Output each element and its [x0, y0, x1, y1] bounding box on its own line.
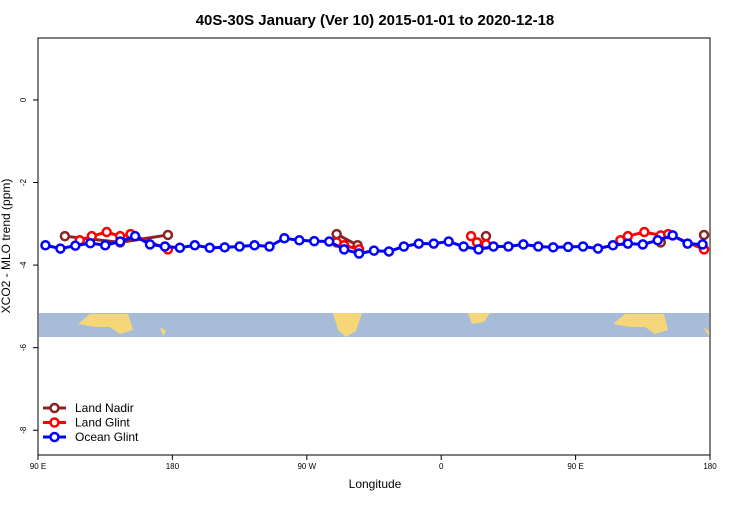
data-point	[682, 238, 693, 249]
data-point	[488, 241, 499, 252]
x-tick-label: 90 E	[30, 462, 46, 471]
data-point	[174, 242, 186, 253]
data-point	[698, 229, 710, 241]
data-point	[547, 242, 559, 253]
data-point	[562, 241, 574, 253]
data-point	[101, 226, 112, 238]
map-strip	[39, 313, 709, 337]
data-point	[383, 246, 395, 257]
data-point	[639, 226, 650, 238]
data-point	[234, 241, 245, 252]
data-point	[144, 239, 156, 250]
data-point	[607, 240, 619, 251]
legend-swatch-point	[49, 417, 60, 428]
x-tick-label: 90 W	[297, 462, 316, 471]
chart-title: 40S-30S January (Ver 10) 2015-01-01 to 2…	[196, 12, 555, 29]
data-point	[533, 241, 544, 252]
data-point	[323, 236, 335, 247]
y-axis-label: XCO2 - MLO trend (ppm)	[0, 179, 13, 314]
data-point	[162, 229, 174, 241]
data-point	[59, 230, 71, 242]
data-point	[159, 241, 171, 252]
data-point	[652, 235, 663, 246]
data-point	[353, 248, 365, 259]
legend-swatch-point	[49, 431, 60, 443]
x-axis-label: Longitude	[349, 477, 402, 491]
data-point	[279, 232, 290, 244]
data-point	[398, 241, 410, 252]
data-point	[577, 241, 589, 252]
data-point	[503, 241, 514, 252]
x-tick-label: 180	[703, 462, 717, 471]
data-point	[40, 240, 51, 251]
data-point	[518, 239, 529, 250]
data-point	[85, 237, 96, 249]
plot-frame	[37, 37, 711, 456]
data-point	[637, 239, 649, 250]
data-point	[368, 245, 380, 256]
data-point	[480, 230, 492, 242]
data-point	[55, 243, 66, 254]
data-point	[129, 230, 141, 242]
data-point	[99, 240, 111, 251]
y-tick-label: -2	[19, 178, 28, 186]
data-point	[428, 238, 439, 249]
data-point	[294, 235, 305, 246]
data-point	[622, 238, 634, 249]
data-point	[592, 243, 604, 254]
data-point	[465, 230, 477, 242]
x-tick-label: 180	[166, 462, 180, 471]
data-point	[458, 241, 469, 252]
legend-label: Land Nadir	[75, 401, 134, 415]
data-point	[667, 230, 678, 241]
data-point	[338, 244, 350, 255]
legend-swatch-point	[49, 402, 60, 414]
y-tick-label: -4	[19, 261, 28, 269]
data-point	[413, 238, 425, 249]
x-tick-label: 90 E	[567, 462, 583, 471]
y-tick-label: -6	[19, 344, 28, 352]
data-point	[249, 240, 260, 251]
data-point	[219, 242, 230, 253]
y-tick-label: -8	[19, 426, 28, 434]
data-point	[331, 228, 342, 240]
y-tick-label: 0	[19, 97, 28, 102]
data-point	[443, 236, 454, 247]
legend-label: Ocean Glint	[75, 430, 139, 444]
data-point	[309, 235, 320, 247]
data-point	[264, 241, 275, 252]
data-point	[473, 244, 484, 255]
data-point	[189, 240, 201, 251]
data-point	[697, 239, 708, 250]
x-tick-label: 0	[439, 462, 444, 471]
data-point	[204, 242, 215, 253]
data-point	[70, 240, 81, 251]
data-point	[114, 236, 126, 247]
legend-label: Land Glint	[75, 416, 130, 430]
